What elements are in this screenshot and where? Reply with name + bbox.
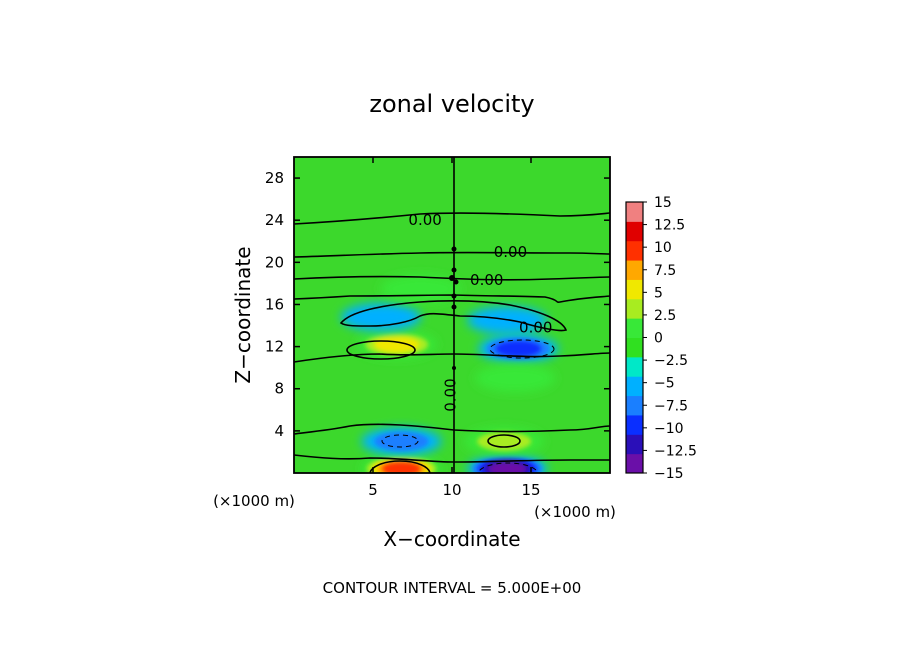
colorbar-tick-label: −12.5 [654,443,697,459]
velocity-blob [488,461,527,473]
marker-dot [451,304,457,310]
colorbar-swatch [626,376,643,397]
velocity-blob [340,303,421,332]
contour-label: 0.00 [441,378,459,411]
velocity-blob [374,336,420,353]
colorbar-swatch [626,337,643,358]
colorbar-swatch [626,279,643,300]
colorbar-tick-label: −5 [654,376,675,392]
colorbar: 15 12.5 10 7.5 5 2.5 0 −2.5 −5 −7.5 −10 −12.5 −15 [625,195,697,482]
colorbar-swatch [626,356,643,377]
colorbar-swatch [626,260,643,280]
colorbar-swatch [626,414,643,435]
contour-line [294,251,610,258]
contour-label: 0.00 [408,211,441,229]
y-tick-label: 24 [265,211,284,229]
colorbar-tick-label: 5 [654,285,663,301]
contour-lines [294,157,610,473]
x-tick-label: 15 [521,481,540,499]
colorbar-tick-label: −10 [654,421,684,437]
colorbar-swatch [626,221,643,242]
y-tick-label: 12 [265,338,284,356]
marker-dot [453,279,459,285]
colorbar-tick-label: 10 [654,240,672,256]
axes: 5 10 15 4 8 12 16 20 24 28 [265,157,610,499]
x-axis-label: X−coordinate [383,527,520,551]
velocity-blob [475,364,556,393]
marker-dot [452,366,456,370]
x-tick-label: 10 [442,481,461,499]
colorbar-swatch [626,202,643,222]
y-tick-label: 4 [274,422,284,440]
contour-line [339,299,568,332]
contour-interval-note: CONTOUR INTERVAL = 5.000E+00 [323,579,582,597]
y-tick-label: 16 [265,295,284,313]
colorbar-swatch [626,318,643,338]
colorbar-tick-label: 7.5 [654,263,676,279]
contour-label: 0.00 [470,271,503,289]
contour-label: 0.00 [519,319,552,337]
contour-line [369,460,431,473]
colorbar-tick-label: −2.5 [654,353,688,369]
marker-dot [451,267,457,273]
x-axis-unit-label: (×1000 m) [534,503,616,521]
marker-dot [451,246,457,252]
y-tick-label: 28 [265,169,284,187]
contour-line-negative [381,434,419,448]
colorbar-tick-label: 12.5 [654,218,685,234]
marker-dot [449,275,455,281]
colorbar-swatch [626,395,643,416]
contour-line-negative [489,339,555,359]
y-axis-unit-label: (×1000 m) [213,492,295,510]
contour-line [294,212,610,225]
velocity-blob [382,461,421,473]
chart-title: zonal velocity [369,90,534,118]
contour-line [487,434,521,448]
y-tick-label: 20 [265,253,284,271]
velocity-blob [477,431,532,451]
plot-area: 0.00 0.00 0.00 0.00 0.00 [294,157,610,473]
contour-label: 0.00 [494,243,527,261]
contour-line [346,340,416,360]
velocity-blob [495,340,542,357]
x-tick-label: 5 [368,481,378,499]
center-markers [449,246,459,370]
colorbar-tick-label: 2.5 [654,308,676,324]
colorbar-swatch [626,298,643,319]
contour-line-negative [477,462,539,473]
colorbar-tick-label: −7.5 [654,398,688,414]
y-axis-label: Z−coordinate [231,246,255,383]
colorbar-tick-label: 15 [654,195,672,211]
colorbar-tick-label: 0 [654,331,663,347]
contour-line [294,294,610,303]
colorbar-swatch [626,434,643,455]
marker-dot [451,293,457,299]
contour-labels: 0.00 0.00 0.00 0.00 0.00 [408,211,552,412]
colorbar-tick-label: −15 [654,466,684,482]
y-tick-label: 8 [274,380,284,398]
contour-line [294,275,610,281]
colorbar-swatch [626,453,643,474]
colorbar-swatch [626,240,643,261]
